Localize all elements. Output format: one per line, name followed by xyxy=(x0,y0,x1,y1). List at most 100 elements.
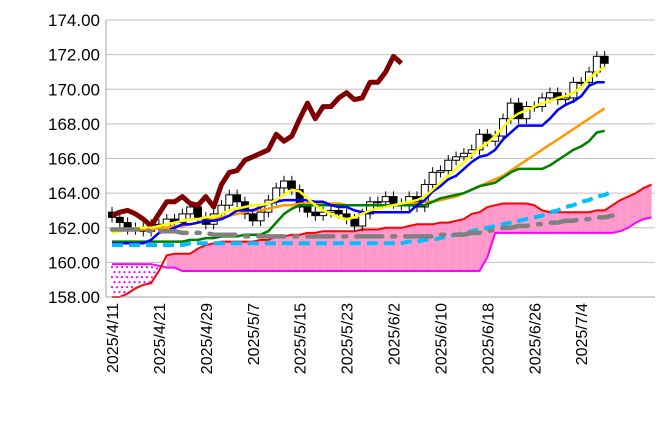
cloud-fill xyxy=(479,206,488,272)
candle-down xyxy=(248,213,257,222)
indicator-line xyxy=(111,65,606,235)
cloud-fill xyxy=(330,231,339,272)
indicator-lines xyxy=(109,53,615,248)
candle-down xyxy=(311,211,320,217)
cloud-fill xyxy=(401,226,410,272)
cloud-fill xyxy=(612,200,621,233)
cloud-fill xyxy=(307,232,316,272)
cloud-fill xyxy=(237,241,245,272)
cloud-dot xyxy=(128,271,131,274)
cloud-fill xyxy=(346,231,355,272)
cloud-dot xyxy=(120,276,124,279)
cloud-dot xyxy=(148,271,151,274)
cloud-fill xyxy=(604,205,613,233)
cloud-fill xyxy=(221,241,230,272)
candle-down xyxy=(483,133,492,142)
cloud-dot xyxy=(120,266,124,269)
cloud-dot xyxy=(118,291,121,294)
cloud-dot xyxy=(113,281,116,284)
cloud-dot xyxy=(123,291,126,294)
cloud-fill xyxy=(448,220,457,272)
x-tick-label: 2025/6/10 xyxy=(433,303,450,374)
cloud-fill xyxy=(432,222,441,272)
cloud-fill xyxy=(370,229,378,272)
cloud-fill xyxy=(174,253,183,272)
cloud-dot xyxy=(115,276,119,279)
cloud-dot xyxy=(118,271,121,274)
cloud-dot xyxy=(125,276,129,279)
cloud-dot xyxy=(113,271,116,274)
candle-down xyxy=(295,189,304,208)
cloud-fill xyxy=(471,212,480,272)
indicator-line xyxy=(112,81,605,245)
candle-up xyxy=(561,97,570,101)
cloud-dot xyxy=(138,271,141,274)
candle-up xyxy=(459,152,468,158)
cloud-dot xyxy=(155,267,159,270)
y-axis-labels: 158.00 160.00 162.00 164.00 166.00 168.00 170.… xyxy=(48,11,100,307)
x-axis-labels: 2025/4/11 2025/4/21 2025/4/29 2025/5/7 2025/… xyxy=(105,303,591,374)
x-tick-label: 2025/5/23 xyxy=(340,303,357,374)
cloud-fill xyxy=(315,231,324,272)
candle-down xyxy=(194,206,203,218)
cloud-fill xyxy=(260,239,269,272)
cloud-dot xyxy=(145,266,149,269)
cloud-fill xyxy=(596,210,605,233)
cloud-fill xyxy=(198,245,206,272)
cloud-fill xyxy=(205,243,214,272)
axes xyxy=(105,20,655,298)
y-tick-label: 168.00 xyxy=(48,115,100,134)
candle-up xyxy=(475,133,484,151)
cloud-fill xyxy=(299,232,308,272)
lagging-span-line xyxy=(111,53,403,229)
x-tick-label: 2025/6/2 xyxy=(387,303,404,365)
cloud-dot xyxy=(123,281,126,284)
candle-up xyxy=(256,211,265,222)
x-tick-label: 2025/6/18 xyxy=(480,303,497,374)
y-tick-label: 166.00 xyxy=(48,150,100,169)
y-tick-label: 164.00 xyxy=(48,184,100,203)
y-tick-label: 162.00 xyxy=(48,219,100,238)
cloud-dot xyxy=(125,286,129,289)
candle-up xyxy=(436,170,445,173)
candle-up xyxy=(428,171,437,185)
candle-down xyxy=(350,218,359,227)
candle-up xyxy=(178,213,187,224)
candle-up xyxy=(545,92,554,99)
cloud-dot xyxy=(140,276,144,279)
cloud-dot xyxy=(150,266,154,269)
cloud-dot xyxy=(110,286,114,289)
cloud-dot xyxy=(120,286,124,289)
cloud-dot xyxy=(113,291,116,294)
cloud-dot xyxy=(153,271,156,274)
candle-up xyxy=(186,206,195,215)
x-tick-label: 2025/4/29 xyxy=(199,303,216,374)
cloud-dot xyxy=(110,266,114,269)
cloud-dot xyxy=(140,266,144,269)
y-tick-label: 172.00 xyxy=(48,46,100,65)
candle-up xyxy=(452,156,461,161)
cloud-dot xyxy=(143,281,146,284)
cloud-dot xyxy=(130,276,134,279)
candle-down xyxy=(389,196,398,205)
cloud-fill xyxy=(166,253,175,268)
cloud-fill xyxy=(456,219,464,272)
cloud-dot xyxy=(135,266,139,269)
cloud-fill xyxy=(581,212,590,233)
candle-down xyxy=(115,216,124,224)
cloud-fill xyxy=(362,229,371,272)
cloud-fill xyxy=(416,224,425,272)
cloud-fill xyxy=(409,224,417,272)
cloud-fill xyxy=(213,241,222,272)
y-tick-label: 170.00 xyxy=(48,80,100,99)
cloud-fill xyxy=(463,213,472,272)
candle-up xyxy=(366,201,375,215)
cloud-dot xyxy=(135,276,139,279)
dashdot-line xyxy=(109,213,615,239)
ichimoku-cloud xyxy=(110,183,652,298)
cloud-fill xyxy=(589,210,597,233)
cloud-fill xyxy=(323,231,331,272)
candle-down xyxy=(287,180,296,191)
cloud-twist-fill xyxy=(135,264,144,289)
